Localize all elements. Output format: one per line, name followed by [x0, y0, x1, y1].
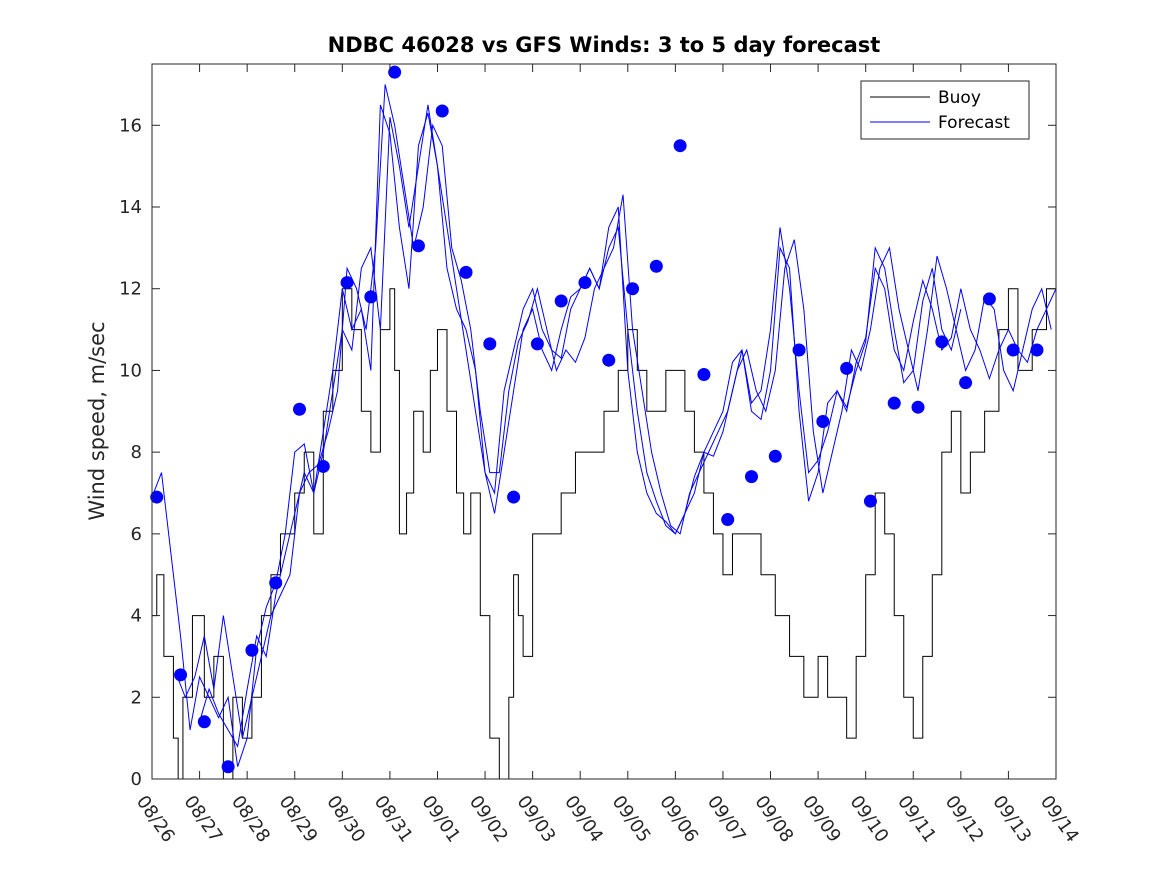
- forecast-marker: [197, 715, 211, 729]
- legend-buoy-label: Buoy: [938, 88, 981, 108]
- y-tick-label: 8: [131, 442, 142, 463]
- series-layer: [151, 84, 1057, 780]
- forecast-marker: [507, 490, 521, 504]
- forecast-marker: [863, 494, 877, 508]
- y-tick-label: 4: [131, 606, 142, 627]
- forecast-marker: [673, 139, 687, 153]
- forecast-marker: [554, 294, 568, 308]
- forecast-marker: [626, 282, 640, 296]
- forecast-marker: [174, 668, 188, 682]
- legend-forecast-label: Forecast: [938, 113, 1010, 133]
- y-axis: 0 2 4 6 8 10 12 14 16: [119, 115, 1056, 790]
- buoy-series-line: [152, 288, 1057, 780]
- forecast-series-line-1: [151, 104, 962, 767]
- marker-layer: [150, 65, 1044, 774]
- forecast-marker: [578, 276, 592, 290]
- plot-frame: [151, 63, 1057, 780]
- y-tick-label: 10: [119, 360, 142, 381]
- forecast-marker: [649, 259, 663, 273]
- forecast-marker: [1006, 343, 1020, 357]
- y-axis-label: Wind speed, m/sec: [85, 321, 109, 520]
- forecast-marker: [459, 265, 473, 279]
- forecast-marker: [340, 276, 354, 290]
- forecast-marker: [792, 343, 806, 357]
- y-tick-label: 2: [131, 687, 142, 708]
- forecast-marker: [388, 65, 402, 79]
- forecast-marker: [840, 361, 854, 375]
- forecast-marker: [721, 513, 735, 527]
- forecast-marker: [697, 368, 711, 382]
- y-tick-label: 6: [131, 524, 142, 545]
- forecast-marker: [744, 470, 758, 484]
- forecast-marker: [530, 337, 544, 351]
- forecast-marker: [364, 290, 378, 304]
- forecast-marker: [411, 239, 425, 253]
- y-tick-label: 0: [131, 769, 142, 790]
- forecast-series-line-3: [199, 104, 1057, 748]
- chart-title: NDBC 46028 vs GFS Winds: 3 to 5 day fore…: [328, 33, 881, 57]
- y-tick-label: 16: [119, 115, 142, 136]
- forecast-marker: [316, 459, 330, 473]
- forecast-marker: [887, 396, 901, 410]
- forecast-marker: [959, 376, 973, 390]
- forecast-marker: [245, 643, 259, 657]
- y-tick-label: 14: [119, 197, 142, 218]
- legend-box: [860, 80, 1030, 140]
- forecast-marker: [269, 576, 283, 590]
- forecast-marker: [911, 400, 925, 414]
- legend: Buoy Forecast: [860, 80, 1030, 140]
- forecast-marker: [768, 449, 782, 463]
- forecast-marker: [1030, 343, 1044, 357]
- forecast-marker: [435, 104, 449, 118]
- y-tick-label: 12: [119, 279, 142, 300]
- forecast-marker: [935, 335, 949, 349]
- forecast-marker: [602, 353, 616, 367]
- forecast-marker: [221, 760, 235, 774]
- forecast-marker: [982, 292, 996, 306]
- forecast-marker: [483, 337, 497, 351]
- forecast-series-line-2: [175, 84, 1052, 739]
- forecast-marker: [150, 490, 164, 504]
- forecast-marker: [816, 415, 830, 428]
- forecast-marker: [292, 402, 306, 416]
